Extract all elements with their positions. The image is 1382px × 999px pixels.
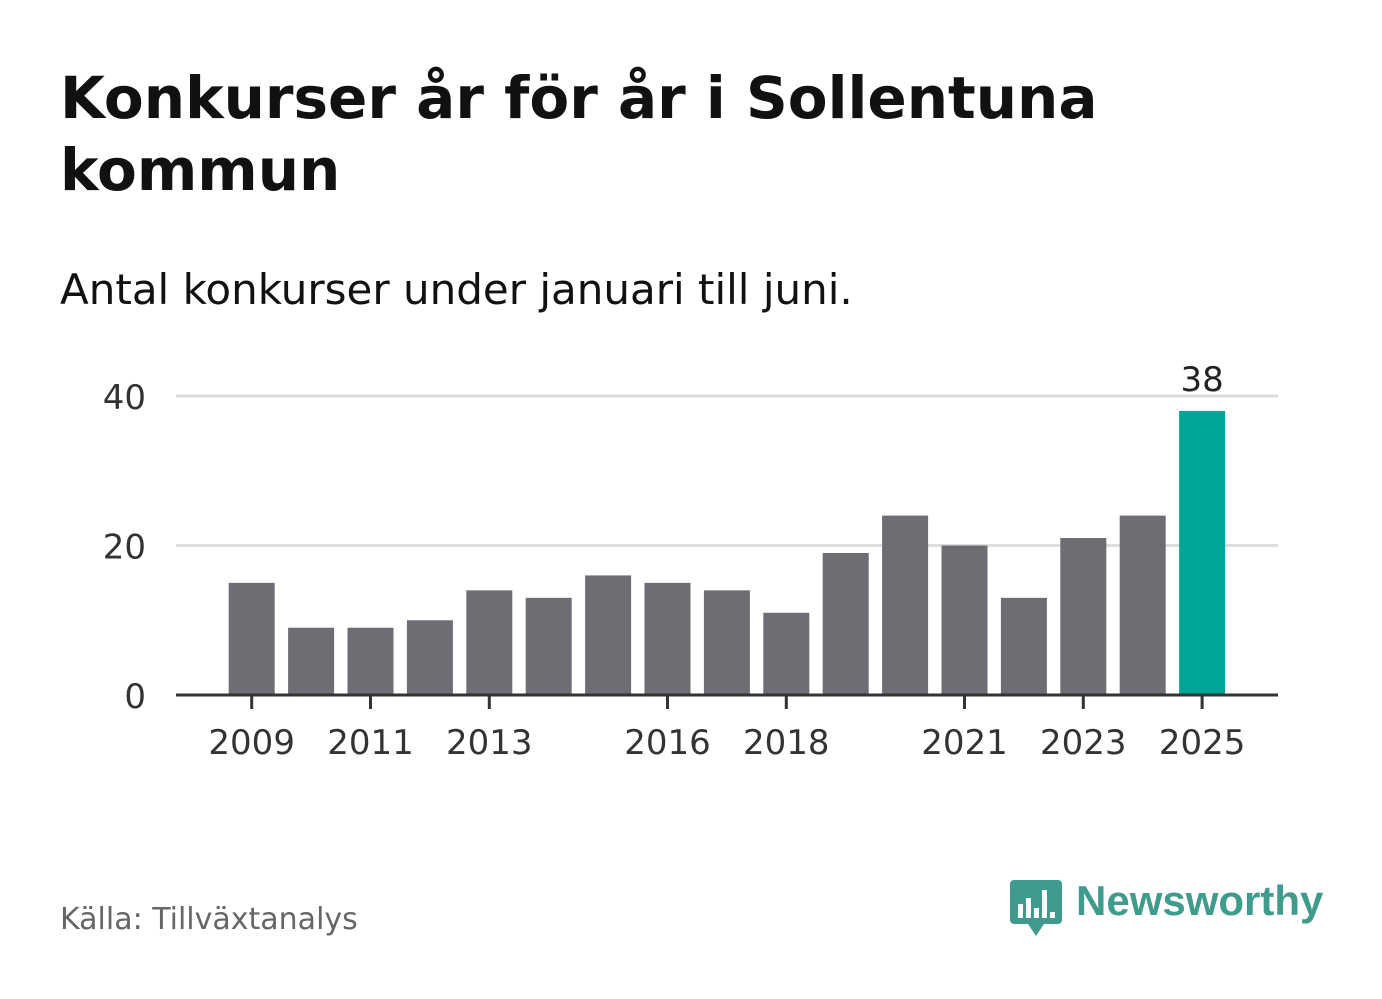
bar-2019 xyxy=(822,552,869,695)
x-tick-label-2018: 2018 xyxy=(743,723,830,763)
bar-chart: 0 20 40 2009 2011 2013 2016 2018 2021 2023 2025 3… xyxy=(103,360,1278,763)
bar-2013 xyxy=(466,590,513,695)
bar-2018 xyxy=(763,612,810,695)
chart-title: Konkurser år för år i Sollentuna kommun xyxy=(60,64,1098,204)
x-tick-label-2013: 2013 xyxy=(446,723,533,763)
y-axis-labels: 0 20 40 xyxy=(103,378,146,717)
x-tick-label-2023: 2023 xyxy=(1040,723,1127,763)
grid-lines xyxy=(176,394,1278,547)
bar-2016 xyxy=(644,582,691,695)
bar-2014 xyxy=(525,597,572,695)
x-axis xyxy=(176,693,1278,709)
bar-2015 xyxy=(585,575,632,695)
bar-2010 xyxy=(288,627,335,695)
bar-2022 xyxy=(1000,597,1047,695)
bar-2017 xyxy=(703,590,750,695)
y-tick-label-0: 0 xyxy=(124,677,146,717)
bar-2009 xyxy=(228,582,275,695)
x-axis-labels: 2009 2011 2013 2016 2018 2021 2023 2025 xyxy=(208,723,1245,763)
x-tick-label-2025: 2025 xyxy=(1159,723,1246,763)
bar-2024 xyxy=(1119,515,1166,695)
x-tick-label-2021: 2021 xyxy=(921,723,1008,763)
newsworthy-logo-text: Newsworthy xyxy=(1076,877,1324,924)
bar-2025 xyxy=(1179,410,1226,695)
data-labels: 38 xyxy=(1180,360,1223,400)
newsworthy-logo-icon xyxy=(1010,880,1062,936)
bar-2021 xyxy=(941,545,988,695)
bar-2011 xyxy=(347,627,394,695)
newsworthy-logo[interactable]: Newsworthy xyxy=(1010,876,1323,942)
bar-2023 xyxy=(1060,538,1107,695)
bar-2020 xyxy=(882,515,929,695)
chart-subtitle: Antal konkurser under januari till juni. xyxy=(60,265,853,314)
source-note: Källa: Tillväxtanalys xyxy=(60,902,358,937)
x-tick-label-2011: 2011 xyxy=(327,723,414,763)
bar-2012 xyxy=(406,620,453,695)
y-tick-label-40: 40 xyxy=(103,378,146,418)
data-label-2025: 38 xyxy=(1180,360,1223,400)
x-tick-label-2016: 2016 xyxy=(624,723,711,763)
bars xyxy=(228,410,1226,695)
x-tick-label-2009: 2009 xyxy=(208,723,295,763)
y-tick-label-20: 20 xyxy=(103,528,146,568)
